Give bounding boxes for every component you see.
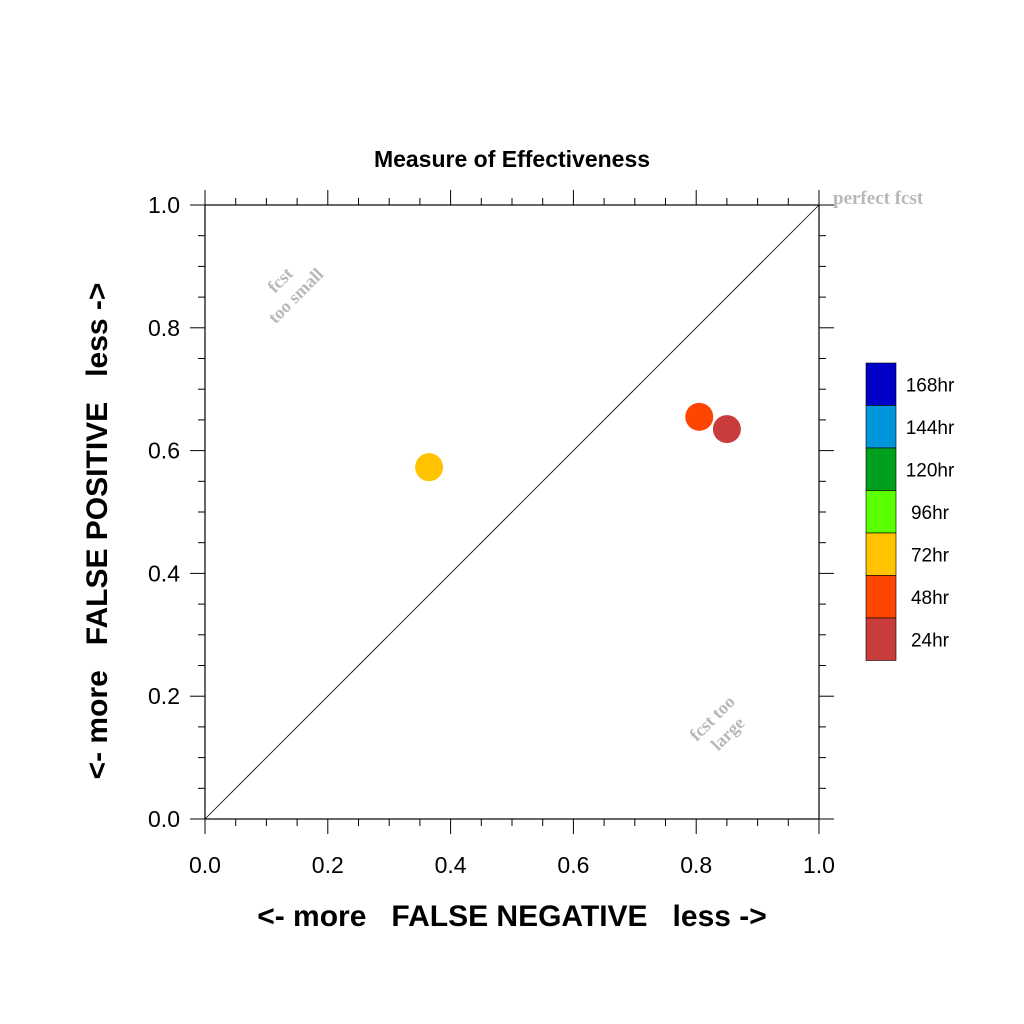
legend-swatch-48hr [865,575,897,619]
plot-frame [204,204,820,820]
x-tick-label: 0.4 [435,852,467,878]
legend-swatch-144hr [865,405,897,449]
legend-swatch-168hr [865,362,897,406]
legend-label: 144hr [906,418,955,439]
legend-label: 120hr [906,460,955,481]
perfect-fcst-label: perfect fcst [833,188,924,209]
y-axis-label: <- more FALSE POSITIVE less -> [81,283,114,780]
data-points [415,402,741,482]
x-tick-label: 0.8 [680,852,712,878]
x-axis-label: <- more FALSE NEGATIVE less -> [257,900,767,933]
y-tick-label: 1.0 [148,192,180,218]
fcst-too-large-annotation: fcst too large [685,691,748,754]
perfect-forecast-diagonal [204,204,820,820]
legend-swatch-72hr [865,532,897,576]
x-tick-label: 1.0 [803,852,835,878]
legend: 168hr 144hr 120hr 96hr 72hr 48hr 24hr [865,362,955,661]
y-tick-label: 0.4 [148,560,180,586]
axis-ticks [190,190,834,834]
x-tick-label: 0.0 [189,852,221,878]
tick-labels: 0.0 0.2 0.4 0.6 0.8 1.0 0.0 0.2 0.4 0.6 0.8 1.0 [148,192,835,878]
legend-swatch-120hr [865,447,897,491]
legend-label: 48hr [911,588,950,609]
data-point-48hr [685,402,714,431]
x-tick-label: 0.6 [557,852,589,878]
y-tick-label: 0.8 [148,315,180,341]
legend-label: 72hr [911,545,950,566]
legend-swatch-24hr [865,617,897,661]
chart-title: Measure of Effectiveness [374,146,650,172]
legend-swatch-96hr [865,490,897,534]
x-tick-label: 0.2 [312,852,344,878]
legend-label: 96hr [911,503,950,524]
y-tick-label: 0.2 [148,683,180,709]
data-point-24hr [712,415,741,444]
data-point-72hr [415,453,444,482]
fcst-too-small-annotation: fcst too small [263,263,327,327]
legend-label: 24hr [911,630,950,651]
legend-label: 168hr [906,375,955,396]
y-tick-label: 0.6 [148,438,180,464]
y-tick-label: 0.0 [148,806,180,832]
